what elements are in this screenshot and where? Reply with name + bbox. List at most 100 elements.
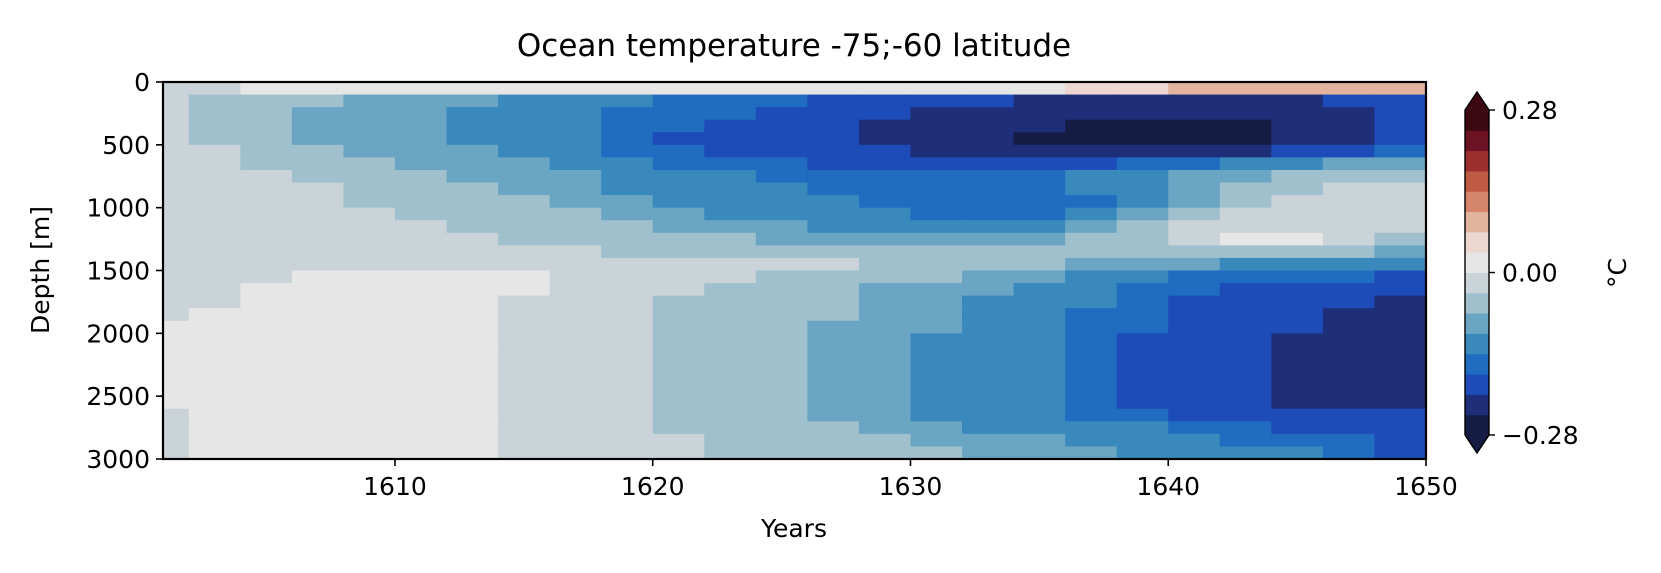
heatmap-cell — [1116, 94, 1169, 108]
heatmap-cell — [1219, 82, 1272, 96]
heatmap-cell — [1116, 408, 1169, 422]
heatmap-cell — [240, 358, 293, 372]
y-tick-label: 1000 — [86, 194, 150, 223]
heatmap-cell — [1013, 333, 1066, 347]
heatmap-cell — [188, 169, 241, 184]
x-tick-label: 1640 — [1136, 472, 1200, 501]
heatmap-cell — [549, 270, 602, 284]
heatmap-cell — [343, 308, 396, 322]
heatmap-cell — [1013, 182, 1066, 196]
y-tick-label: 3000 — [86, 445, 150, 474]
heatmap-cell — [858, 421, 912, 435]
heatmap-cell — [1219, 195, 1272, 209]
heatmap-cell — [343, 232, 396, 246]
heatmap-cell — [549, 295, 602, 309]
heatmap-cell — [240, 94, 293, 108]
heatmap-cell — [1322, 119, 1376, 133]
heatmap-cell — [394, 270, 448, 284]
heatmap-cell — [498, 157, 551, 171]
heatmap-cell — [549, 207, 602, 221]
heatmap-cell — [858, 245, 912, 259]
heatmap-cell — [1271, 82, 1324, 96]
heatmap-cell — [1013, 408, 1066, 422]
heatmap-cell — [343, 408, 396, 422]
heatmap-cell — [962, 433, 1015, 448]
heatmap-cell — [498, 433, 551, 448]
heatmap-cell — [549, 308, 602, 322]
heatmap-cell — [1374, 144, 1427, 158]
heatmap-cell — [601, 119, 654, 133]
heatmap-cell — [704, 446, 757, 460]
heatmap-cell — [704, 195, 757, 209]
heatmap-cell — [858, 169, 912, 184]
heatmap-cell — [394, 421, 448, 435]
heatmap-cell — [1219, 396, 1272, 410]
colorbar-extend-bottom — [1465, 435, 1489, 453]
heatmap-cell — [163, 220, 190, 234]
heatmap-cell — [1374, 396, 1427, 410]
heatmap-cell — [1271, 169, 1324, 184]
colorbar-extend-top — [1465, 92, 1489, 110]
x-tick-label: 1650 — [1394, 472, 1458, 501]
heatmap-cell — [1168, 421, 1221, 435]
heatmap-cell — [807, 82, 860, 96]
colorbar-tick-label: 0.28 — [1502, 96, 1558, 125]
heatmap-cell — [498, 119, 551, 133]
heatmap-cell — [704, 283, 757, 297]
heatmap-cell — [1168, 320, 1221, 334]
heatmap-cell — [858, 119, 912, 133]
colorbar-segment — [1465, 231, 1489, 253]
heatmap-cell — [1219, 132, 1272, 146]
heatmap-cell — [188, 421, 241, 435]
heatmap-cell — [1271, 207, 1324, 221]
heatmap-cell — [163, 232, 190, 246]
heatmap-cell — [704, 320, 757, 334]
heatmap-cell — [1065, 320, 1118, 334]
heatmap-cell — [652, 396, 705, 410]
heatmap-cell — [807, 345, 860, 360]
heatmap-cell — [807, 371, 860, 385]
heatmap-cell — [343, 345, 396, 360]
heatmap-cell — [291, 182, 345, 196]
heatmap-cell — [394, 144, 448, 158]
heatmap-cell — [755, 232, 808, 246]
heatmap-cell — [755, 132, 808, 146]
heatmap-cell — [601, 421, 654, 435]
heatmap-cell — [652, 257, 705, 272]
heatmap-cell — [163, 396, 190, 410]
heatmap-cell — [163, 94, 190, 108]
heatmap-cell — [652, 345, 705, 360]
heatmap-cell — [755, 408, 808, 422]
heatmap-cell — [1374, 433, 1427, 448]
heatmap-cell — [1219, 320, 1272, 334]
heatmap-cell — [291, 433, 345, 448]
heatmap-cell — [704, 82, 757, 96]
heatmap-cell — [1116, 182, 1169, 196]
heatmap-cell — [498, 169, 551, 184]
heatmap-cell — [549, 107, 602, 121]
heatmap-cell — [1065, 82, 1118, 96]
heatmap-cell — [755, 220, 808, 234]
heatmap-cell — [549, 345, 602, 360]
colorbar: 0.28 0.00 −0.28 — [1464, 90, 1579, 455]
heatmap-cell — [910, 320, 963, 334]
heatmap-cell — [1065, 433, 1118, 448]
heatmap-cell — [601, 371, 654, 385]
heatmap-cell — [1013, 119, 1066, 133]
heatmap-cell — [498, 144, 551, 158]
heatmap-cell — [343, 320, 396, 334]
heatmap-cell — [1013, 433, 1066, 448]
heatmap-cell — [1322, 446, 1376, 460]
heatmap-cell — [1065, 257, 1118, 272]
heatmap-cell — [498, 383, 551, 397]
heatmap-cell — [1322, 333, 1376, 347]
heatmap-cell — [910, 421, 963, 435]
heatmap-cell — [1374, 182, 1427, 196]
colorbar-segment — [1465, 414, 1489, 436]
heatmap-cell — [1271, 345, 1324, 360]
heatmap-cell — [394, 94, 448, 108]
heatmap-cell — [498, 82, 551, 96]
heatmap-cell — [601, 195, 654, 209]
heatmap-cell — [291, 295, 345, 309]
colorbar-segment — [1465, 191, 1489, 213]
